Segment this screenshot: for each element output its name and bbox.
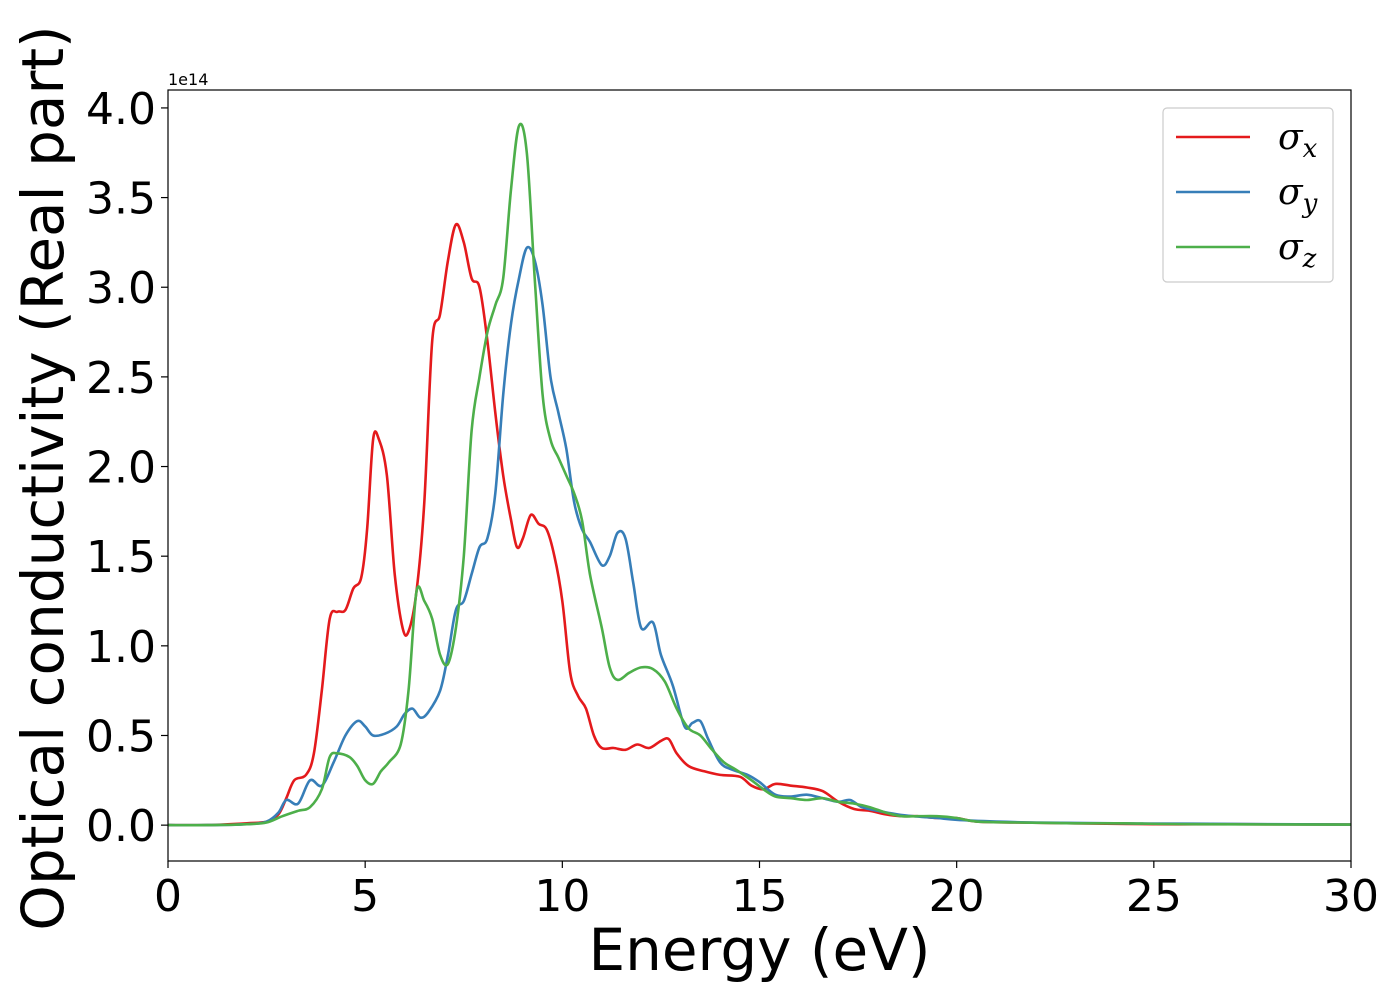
y-tick-label: 1.0 bbox=[86, 622, 156, 673]
y-tick-label: 0.5 bbox=[86, 711, 156, 762]
y-tick-label: 2.0 bbox=[86, 443, 156, 494]
x-tick-label: 15 bbox=[732, 871, 788, 922]
x-tick-label: 5 bbox=[351, 871, 379, 922]
x-axis-title: Energy (eV) bbox=[588, 916, 930, 984]
y-axis: 0.0 0.5 1.0 1.5 2.0 2.5 3.0 3.5 4.0 bbox=[86, 84, 168, 852]
y-offset-label: 1e14 bbox=[168, 70, 208, 89]
y-tick-label: 3.5 bbox=[86, 174, 156, 225]
series-layer bbox=[168, 122, 1351, 827]
legend-frame bbox=[1162, 107, 1334, 283]
series-line-z bbox=[168, 122, 1351, 827]
x-tick-label: 0 bbox=[154, 871, 182, 922]
y-tick-label: 3.0 bbox=[86, 263, 156, 314]
y-tick-label: 4.0 bbox=[86, 84, 156, 135]
x-tick-label: 10 bbox=[534, 871, 590, 922]
series-line-y bbox=[168, 245, 1351, 827]
y-tick-label: 0.0 bbox=[86, 801, 156, 852]
y-tick-label: 1.5 bbox=[86, 532, 156, 583]
x-axis: 0 5 10 15 20 25 30 bbox=[154, 861, 1379, 922]
y-tick-label: 2.5 bbox=[86, 353, 156, 404]
x-tick-label: 30 bbox=[1323, 871, 1379, 922]
y-axis-title: Optical conductivity (Real part) bbox=[9, 25, 77, 930]
x-tick-label: 25 bbox=[1126, 871, 1182, 922]
series-line-x bbox=[168, 222, 1351, 827]
x-tick-label: 20 bbox=[929, 871, 985, 922]
